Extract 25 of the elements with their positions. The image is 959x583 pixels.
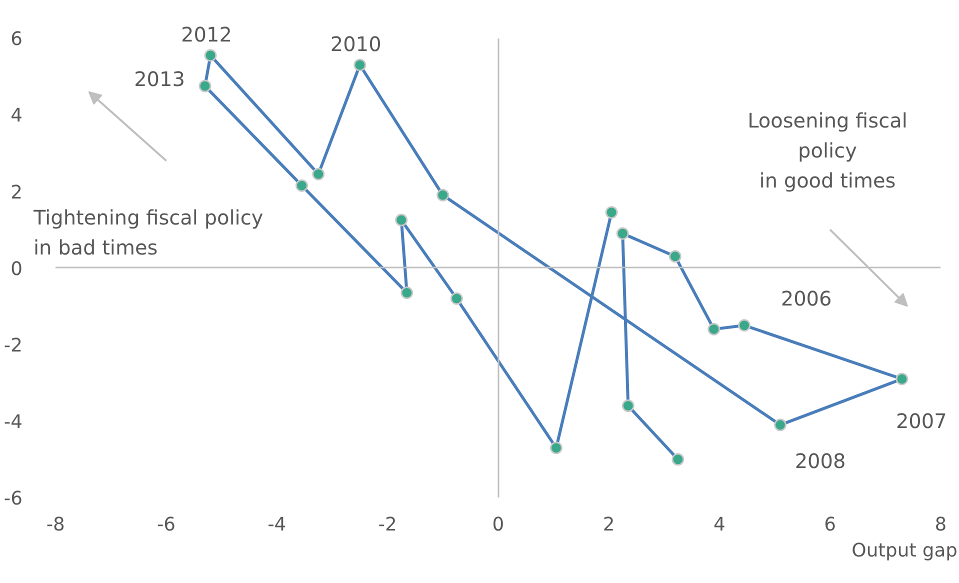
annotation: 2010 (330, 32, 382, 56)
annotation: 2008 (794, 448, 846, 473)
y-tick-label: 6 (10, 29, 23, 50)
x-tick-label: 6 (824, 514, 836, 536)
annotation: Loosening fiscal policy in good times (748, 108, 908, 192)
y-tick-label: -2 (4, 336, 23, 357)
y-tick-label: -6 (4, 488, 23, 510)
annotation: 2006 (780, 286, 832, 310)
y-tick-label: 2 (10, 182, 23, 204)
x-tick-label: -2 (378, 514, 397, 536)
x-tick-label: -4 (268, 514, 286, 536)
y-tick-label: 4 (10, 106, 23, 127)
y-tick-label: -4 (4, 412, 23, 434)
x-tick-label: 2 (602, 514, 615, 536)
annotation: Tightening fiscal policy in bad times (32, 206, 264, 260)
x-tick-label: -6 (156, 514, 176, 536)
x-tick-label: -8 (46, 514, 65, 536)
x-tick-label: 4 (713, 514, 726, 536)
y-tick-label: 0 (10, 258, 23, 280)
annotation: 2007 (896, 408, 947, 433)
x-tick-label: 0 (492, 514, 504, 536)
annotation: 2013 (134, 67, 185, 92)
annotation: 2012 (181, 22, 232, 46)
x-axis-title: Output gap (852, 540, 958, 562)
x-tick-label: 8 (934, 514, 947, 536)
